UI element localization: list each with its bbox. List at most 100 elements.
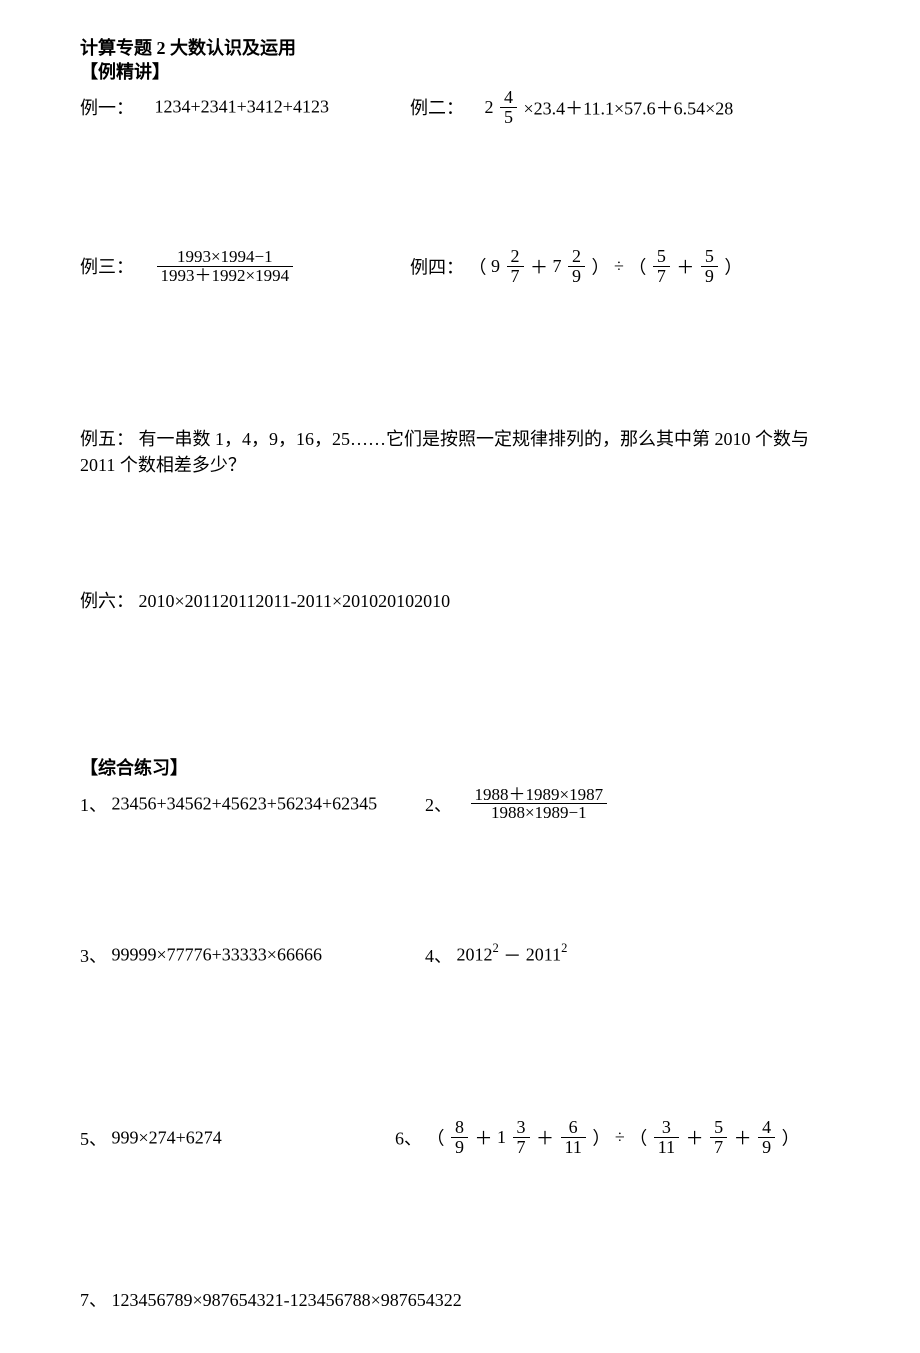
practice-2-frac: 1988＋1989×1987 1988×1989−1 xyxy=(471,786,608,823)
example-6-label: 例六： xyxy=(80,591,134,611)
practice-1: 1、 23456+34562+45623+56234+62345 xyxy=(80,791,425,817)
section-examples-heading: 【例精讲】 xyxy=(80,60,840,84)
practice-7-label: 7、 xyxy=(80,1290,107,1310)
practice-2-label: 2、 xyxy=(425,795,452,815)
example-4-w2: 7 xyxy=(553,256,562,276)
practice-6-f1-num: 8 xyxy=(451,1118,468,1138)
practice-2: 2、 1988＋1989×1987 1988×1989−1 xyxy=(425,786,609,823)
practice-6-f4: 3 11 xyxy=(654,1118,679,1157)
practice-6-w2: 1 xyxy=(497,1127,506,1147)
example-4-open2: （ xyxy=(628,257,646,277)
practice-6-f6-den: 9 xyxy=(758,1138,775,1157)
page: 计算专题 2 大数认识及运用 【例精讲】 例一： 1234+2341+3412+… xyxy=(0,0,920,1353)
example-3-frac: 1993×1994−1 1993＋1992×1994 xyxy=(157,248,294,285)
practice-6-f1-den: 9 xyxy=(451,1138,468,1157)
practice-1-content: 23456+34562+45623+56234+62345 xyxy=(112,793,378,813)
example-3-frac-den: 1993＋1992×1994 xyxy=(157,267,294,285)
example-5: 例五： 有一串数 1，4，9，16，25……它们是按照一定规律排列的，那么其中第… xyxy=(80,426,840,478)
example-2-tail: ×23.4＋11.1×57.6＋6.54×28 xyxy=(524,98,734,118)
practice-4-minus: － xyxy=(503,946,521,966)
example-4-f1-num: 2 xyxy=(507,247,524,267)
practice-row-3-4: 3、 99999×77776+33333×66666 4、 20122 － 20… xyxy=(80,942,840,968)
practice-6-f2-den: 7 xyxy=(513,1138,530,1157)
example-4-w1: 9 xyxy=(491,256,500,276)
example-4-label: 例四： xyxy=(410,257,464,277)
example-4-f2: 2 9 xyxy=(568,247,585,286)
example-4-plus1: ＋ xyxy=(530,257,548,277)
example-6-text: 2010×201120112011-2011×201020102010 xyxy=(134,591,450,611)
practice-6-f3: 6 11 xyxy=(561,1118,586,1157)
example-2-whole: 2 xyxy=(485,97,494,117)
example-4-f3-num: 5 xyxy=(653,247,670,267)
practice-6-f2: 3 7 xyxy=(513,1118,530,1157)
practice-6-f6-num: 4 xyxy=(758,1118,775,1138)
example-4-f1-den: 7 xyxy=(507,267,524,286)
practice-row-1-2: 1、 23456+34562+45623+56234+62345 2、 1988… xyxy=(80,786,840,823)
practice-7: 7、 123456789×987654321-123456788×9876543… xyxy=(80,1287,840,1313)
practice-6-f5: 5 7 xyxy=(710,1118,727,1157)
example-1-content: 1234+2341+3412+4123 xyxy=(155,97,329,117)
example-4-close: ） xyxy=(592,257,610,277)
practice-4-label: 4、 xyxy=(425,946,452,966)
example-2-frac-den: 5 xyxy=(500,108,517,127)
practice-6-plus3: ＋ xyxy=(686,1129,704,1149)
practice-3: 3、 99999×77776+33333×66666 xyxy=(80,942,425,968)
example-4-div: ÷ xyxy=(614,256,628,276)
practice-3-content: 99999×77776+33333×66666 xyxy=(112,945,322,965)
example-4-close2: ） xyxy=(724,257,742,277)
practice-6-open2: （ xyxy=(629,1129,647,1149)
example-3: 例三： 1993×1994−1 1993＋1992×1994 xyxy=(80,248,410,285)
practice-6-open: （ xyxy=(427,1129,445,1149)
example-4: 例四： （ 9 2 7 ＋ 7 2 9 ） ÷ （ 5 7 ＋ 5 9 xyxy=(410,247,742,286)
practice-7-content: 123456789×987654321-123456788×987654322 xyxy=(112,1290,462,1310)
example-row-1-2: 例一： 1234+2341+3412+4123 例二： 2 4 5 ×23.4＋… xyxy=(80,88,840,127)
practice-5-content: 999×274+6274 xyxy=(112,1127,222,1147)
practice-2-frac-num: 1988＋1989×1987 xyxy=(471,786,608,805)
practice-6-f2-num: 3 xyxy=(513,1118,530,1138)
example-2: 例二： 2 4 5 ×23.4＋11.1×57.6＋6.54×28 xyxy=(410,88,733,127)
practice-6-close2: ） xyxy=(782,1129,800,1149)
example-4-open: （ xyxy=(469,257,487,277)
example-2-frac-num: 4 xyxy=(500,88,517,108)
example-4-f3: 5 7 xyxy=(653,247,670,286)
practice-6-close: ） xyxy=(592,1129,610,1149)
example-4-f4-num: 5 xyxy=(701,247,718,267)
practice-6-div: ÷ xyxy=(615,1127,629,1147)
practice-6-plus4: ＋ xyxy=(734,1129,752,1149)
example-4-f2-den: 9 xyxy=(568,267,585,286)
practice-6-plus2: ＋ xyxy=(536,1129,554,1149)
example-4-plus2: ＋ xyxy=(676,257,694,277)
practice-6-f1: 8 9 xyxy=(451,1118,468,1157)
example-1: 例一： 1234+2341+3412+4123 xyxy=(80,94,410,120)
practice-1-label: 1、 xyxy=(80,795,112,815)
practice-4-a: 2012 xyxy=(457,945,493,965)
practice-6-f4-num: 3 xyxy=(654,1118,679,1138)
section-practice-heading: 【综合练习】 xyxy=(80,754,840,780)
example-1-label: 例一： xyxy=(80,94,150,120)
practice-6-f5-num: 5 xyxy=(710,1118,727,1138)
practice-6-f3-den: 11 xyxy=(561,1138,586,1157)
practice-4-b: 2011 xyxy=(526,945,561,965)
practice-4-sup-a: 2 xyxy=(493,941,499,955)
example-2-frac: 4 5 xyxy=(500,88,517,127)
example-6: 例六： 2010×201120112011-2011×201020102010 xyxy=(80,588,840,614)
example-4-f3-den: 7 xyxy=(653,267,670,286)
page-title: 计算专题 2 大数认识及运用 xyxy=(80,36,840,60)
practice-6-label: 6、 xyxy=(395,1129,422,1149)
practice-6-f5-den: 7 xyxy=(710,1138,727,1157)
practice-6-f4-den: 11 xyxy=(654,1138,679,1157)
practice-6-f3-num: 6 xyxy=(561,1118,586,1138)
practice-4: 4、 20122 － 20112 xyxy=(425,942,567,968)
practice-5-label: 5、 xyxy=(80,1129,107,1149)
example-row-3-4: 例三： 1993×1994−1 1993＋1992×1994 例四： （ 9 2… xyxy=(80,247,840,286)
practice-2-frac-den: 1988×1989−1 xyxy=(471,804,608,822)
example-3-label: 例三： xyxy=(80,253,150,279)
example-4-f1: 2 7 xyxy=(507,247,524,286)
practice-3-label: 3、 xyxy=(80,946,107,966)
example-4-f2-num: 2 xyxy=(568,247,585,267)
practice-6-f6: 4 9 xyxy=(758,1118,775,1157)
practice-5: 5、 999×274+6274 xyxy=(80,1125,395,1151)
practice-6-plus1: ＋ xyxy=(475,1129,493,1149)
example-4-f4: 5 9 xyxy=(701,247,718,286)
example-3-frac-num: 1993×1994−1 xyxy=(157,248,294,267)
